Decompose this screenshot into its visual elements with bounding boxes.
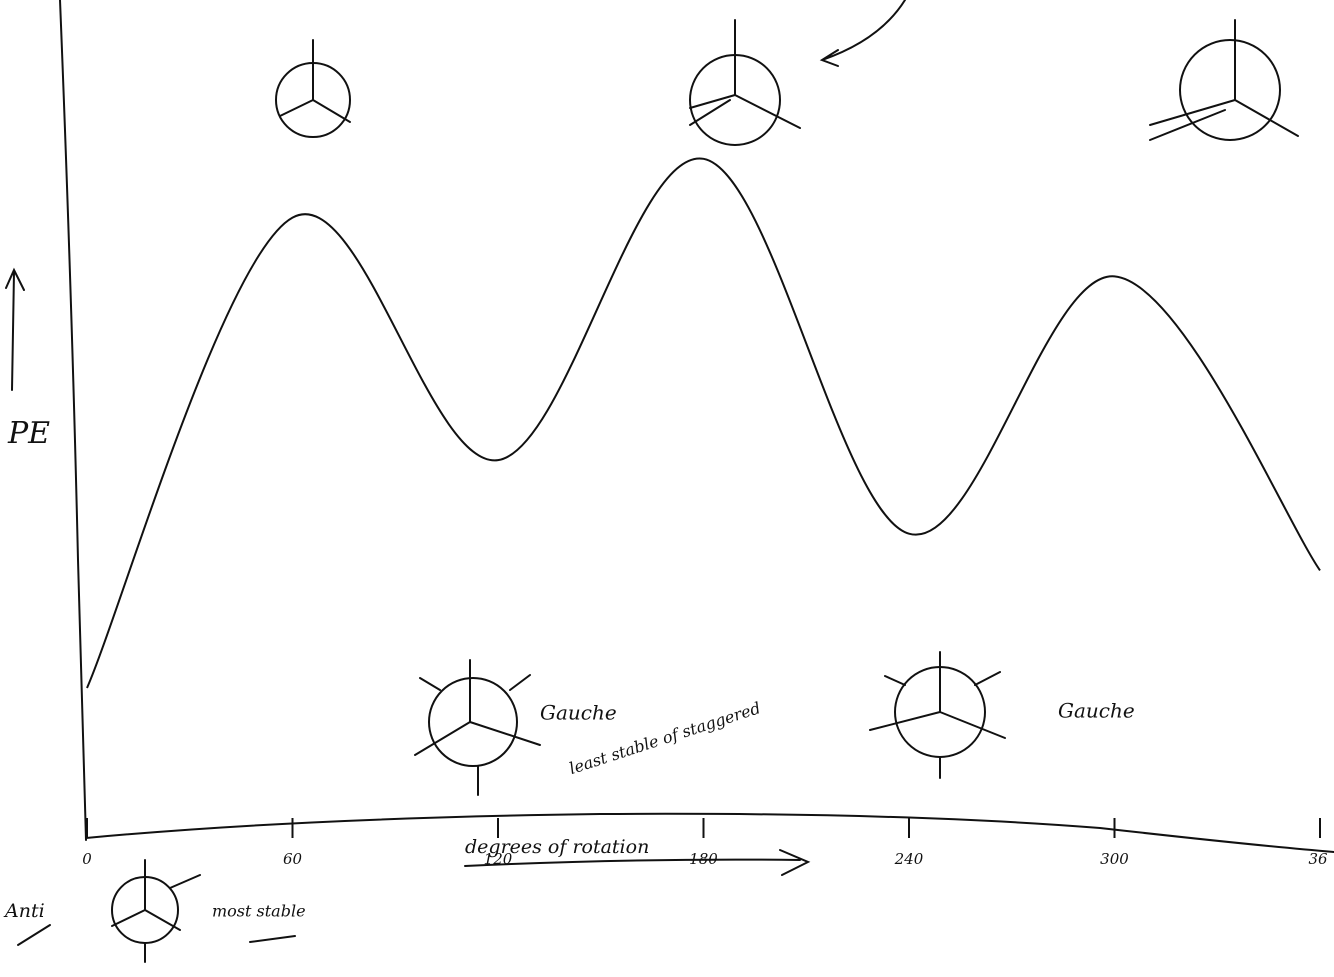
x-tick-label: 36 [1308, 850, 1328, 868]
x-tick-label: 180 [689, 850, 718, 868]
newman-5 [870, 652, 1005, 778]
annotation: Gauche [540, 701, 617, 725]
annotation-mark [250, 936, 295, 942]
annotation-mark [18, 925, 50, 945]
x-tick-label: 120 [484, 850, 513, 868]
newman-3 [1150, 20, 1298, 140]
newman-bonds [690, 20, 800, 128]
y-axis-label: PE [7, 416, 50, 451]
x-axis [86, 814, 1334, 852]
annotation: most stable [212, 902, 306, 921]
newman-2 [690, 20, 800, 145]
newman-bonds [280, 40, 350, 122]
newman-bonds [1150, 20, 1298, 140]
newman-bonds [415, 660, 540, 795]
newman-4 [415, 660, 540, 795]
newman-circle [1180, 40, 1280, 140]
pointer-arrow [822, 0, 905, 66]
y-arrow [6, 270, 24, 390]
x-tick-label: 0 [82, 850, 92, 868]
annotation: Anti [3, 900, 45, 922]
newman-1 [276, 40, 350, 137]
y-axis [60, 0, 86, 840]
newman-6 [112, 860, 200, 962]
newman-bonds [112, 860, 200, 962]
chart: PE degrees of rotation Anti most stable … [0, 0, 1334, 977]
x-tick-label: 240 [894, 850, 924, 868]
x-tick-label: 300 [1100, 850, 1129, 868]
x-tick-label: 60 [283, 850, 303, 868]
pe-curve [87, 158, 1320, 688]
annotation: Gauche [1058, 699, 1135, 723]
